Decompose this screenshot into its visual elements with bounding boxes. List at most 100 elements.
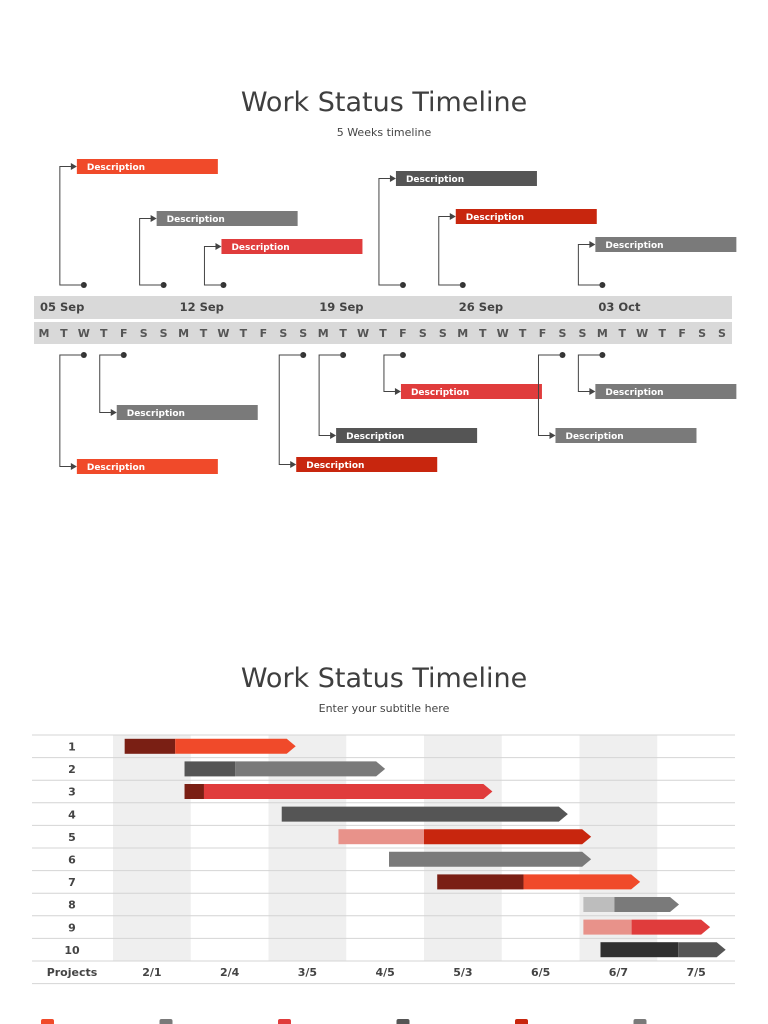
arrow-head (70, 463, 77, 470)
week-label: 19 Sep (319, 300, 363, 314)
description-label: Description (167, 215, 225, 225)
task-connector (318, 354, 344, 436)
day-label: S (698, 327, 706, 340)
day-label: W (636, 327, 648, 340)
description-label: Description (306, 461, 364, 471)
day-label: T (619, 327, 627, 340)
description-bar (400, 384, 542, 399)
day-label: S (578, 327, 586, 340)
project-label: 9 (68, 921, 76, 934)
gantt-title: Work Status Timeline (240, 663, 528, 694)
bar-completed-segment (184, 761, 236, 777)
arrow-head (449, 213, 456, 220)
description-bar (76, 159, 218, 174)
day-label: T (479, 327, 487, 340)
day-label: T (519, 327, 527, 340)
day-label: W (357, 327, 369, 340)
day-label: S (299, 327, 307, 340)
description-label: Description (411, 388, 469, 398)
bar-remaining-segment (203, 784, 493, 799)
arrow-head (70, 163, 77, 170)
timeline-subtitle: 5 Weeks timeline (336, 126, 432, 139)
project-label: 6 (68, 854, 76, 867)
description-bar (395, 171, 537, 186)
day-label: W (217, 327, 229, 340)
project-bar-4 (281, 806, 568, 822)
description-label: Description (87, 463, 145, 473)
day-label: T (658, 327, 666, 340)
period-tick-label: 2/4 (220, 966, 240, 979)
below-task-1: Description (59, 352, 218, 474)
day-label: W (497, 327, 509, 340)
above-task-5: Description (577, 237, 737, 288)
week-label: 03 Oct (598, 300, 641, 314)
day-label: T (60, 327, 68, 340)
day-label: S (439, 327, 447, 340)
project-label: 7 (68, 876, 76, 889)
period-tick-label: 3/5 (298, 966, 317, 979)
bar-completed-segment (600, 942, 679, 958)
description-bar (221, 239, 363, 254)
week-label: 05 Sep (40, 300, 84, 314)
day-label: S (718, 327, 726, 340)
description-bar (116, 405, 258, 420)
task-connector (203, 246, 224, 286)
week-label: 26 Sep (459, 300, 503, 314)
projects-header: Projects (47, 966, 98, 979)
below-task-0: Description (99, 352, 258, 420)
project-label: 8 (68, 899, 76, 912)
gantt-subtitle: Enter your subtitle here (318, 702, 450, 715)
day-label: T (200, 327, 208, 340)
arrow-head (394, 388, 401, 395)
day-label: W (78, 327, 90, 340)
day-label: F (539, 327, 547, 340)
description-label: Description (406, 175, 464, 185)
day-label: S (140, 327, 148, 340)
description-label: Description (466, 213, 524, 223)
bar-remaining-segment (614, 897, 680, 912)
day-label: S (279, 327, 287, 340)
week-label: 12 Sep (180, 300, 224, 314)
task-connector (139, 218, 164, 286)
task-connector (438, 216, 463, 286)
bar-remaining-segment (235, 761, 386, 777)
arrow-head (389, 175, 396, 182)
task-connector (378, 178, 403, 286)
description-label: Description (346, 432, 404, 442)
day-label: M (38, 327, 49, 340)
bar-remaining-segment (281, 806, 568, 822)
period-tick-label: 5/3 (453, 966, 472, 979)
arrow-head (110, 409, 117, 416)
project-label: 10 (64, 944, 80, 957)
bar-completed-segment (124, 738, 176, 754)
period-tick-label: 6/5 (531, 966, 550, 979)
day-label: F (678, 327, 686, 340)
day-label: F (399, 327, 407, 340)
project-bar-2 (184, 761, 386, 777)
task-connector (59, 166, 84, 286)
description-label: Description (87, 163, 145, 173)
description-label: Description (565, 432, 623, 442)
bar-completed-segment (184, 784, 204, 799)
period-tick-label: 7/5 (686, 966, 705, 979)
below-task-2: Description (383, 352, 542, 399)
timeline-title: Work Status Timeline (240, 87, 528, 118)
task-connector (577, 354, 603, 392)
bar-completed-segment (583, 919, 632, 935)
day-label: F (260, 327, 268, 340)
below-task-3: Description (318, 352, 478, 443)
legend-swatch (633, 1019, 647, 1024)
legend-swatch (396, 1019, 410, 1024)
description-bar (336, 428, 478, 443)
day-label: S (559, 327, 567, 340)
day-label: T (240, 327, 248, 340)
description-bar (555, 428, 697, 443)
task-connector (383, 354, 403, 392)
week-band (34, 296, 732, 319)
project-bar-5 (338, 829, 592, 845)
legend-swatch (159, 1019, 173, 1024)
day-label: S (419, 327, 427, 340)
bar-completed-segment (583, 897, 615, 912)
